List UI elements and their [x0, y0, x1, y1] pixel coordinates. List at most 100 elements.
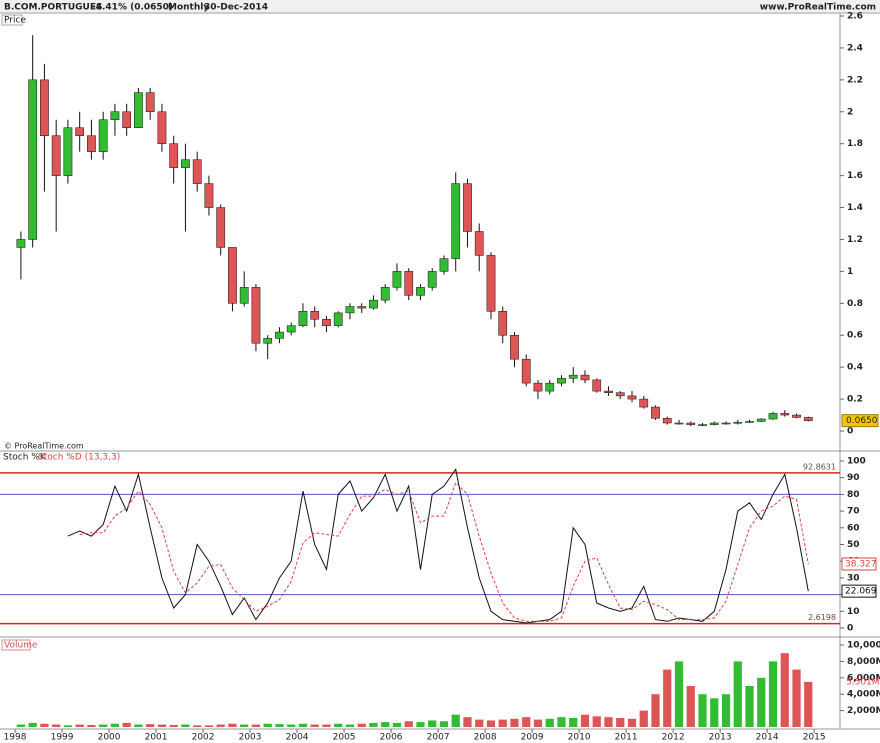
stoch-line	[67, 468, 809, 624]
volume-bar	[63, 725, 73, 727]
volume-bar	[334, 723, 343, 727]
candle-body	[322, 319, 331, 326]
candle-body	[333, 312, 343, 326]
candle-body	[756, 418, 766, 422]
y-tick-label: 6,000M	[847, 673, 880, 683]
volume-bar	[87, 724, 96, 727]
last-value-label: 38.327	[845, 559, 877, 569]
volume-bar	[193, 725, 202, 727]
y-tick-label: 70	[847, 507, 860, 517]
x-tick-label: 2001	[145, 733, 168, 743]
candle-body	[263, 338, 273, 344]
candle-body	[439, 258, 449, 272]
volume-bar	[110, 723, 120, 727]
candle-body	[768, 413, 778, 420]
volume-bar	[580, 714, 590, 727]
y-tick-label: 0	[847, 624, 853, 634]
candle-body	[557, 378, 566, 384]
y-tick-label: 50	[847, 540, 860, 550]
last-value-box	[841, 584, 877, 598]
panel-label: Volume	[4, 641, 38, 651]
volume-bar	[310, 724, 319, 727]
candle-body	[580, 374, 590, 381]
bound-label: 92.8631	[803, 462, 836, 471]
last-value-label: 0.0650	[846, 416, 878, 426]
candle-body	[275, 331, 284, 339]
y-tick-label: 90	[847, 473, 860, 483]
y-tick-label: 2.2	[847, 75, 863, 85]
candle-body	[604, 390, 613, 393]
y-tick-label: 10,000M	[847, 641, 880, 651]
volume-bar	[698, 694, 707, 727]
candle-body	[533, 382, 543, 392]
volume-bar	[451, 714, 460, 727]
volume-bar	[240, 724, 249, 727]
candle-body	[733, 421, 743, 424]
candle-body	[709, 422, 719, 425]
volume-bar	[228, 723, 237, 727]
copyright: © ProRealTime.com	[4, 442, 84, 451]
bound-label: 2.6198	[808, 613, 836, 622]
x-tick-label: 1998	[4, 733, 27, 743]
y-tick-label: 30	[847, 573, 860, 583]
volume-bar	[322, 724, 331, 727]
volume-bar	[216, 724, 225, 727]
candle-body	[427, 271, 437, 288]
volume-bar	[263, 723, 272, 727]
candle-body	[228, 247, 237, 304]
volume-bar	[721, 694, 731, 727]
volume-bar	[416, 722, 425, 727]
volume-bar	[369, 722, 378, 727]
volume-bar	[745, 686, 754, 727]
volume-bar	[733, 661, 742, 727]
candle-body	[639, 398, 649, 408]
candle-body	[416, 287, 425, 296]
y-tick-label: 0.4	[847, 363, 863, 373]
volume-bar	[287, 724, 296, 727]
volume-bar	[134, 724, 143, 727]
y-tick-label: 100	[847, 457, 866, 467]
header-site: www.ProRealTime.com	[760, 3, 876, 13]
y-tick-label: 4,000M	[847, 690, 880, 700]
y-tick-label: 1.2	[847, 235, 863, 245]
volume-bar	[627, 718, 637, 727]
volume-bar	[804, 681, 813, 727]
volume-bar	[52, 724, 61, 727]
candle-body	[310, 311, 320, 320]
volume-bar	[569, 717, 578, 727]
volume-bar	[392, 722, 402, 727]
volume-bar	[428, 720, 437, 727]
volume-bar	[381, 722, 390, 727]
candle-body	[298, 311, 308, 326]
candle-body	[345, 306, 355, 314]
last-value-label: 5.501M	[846, 677, 880, 687]
volume-bar	[780, 653, 789, 727]
x-tick-label: 2006	[380, 733, 403, 743]
y-tick-label: 8,000M	[847, 657, 880, 667]
volume-bar	[439, 721, 449, 727]
legend-entry: Stoch %D (13,3,3)	[38, 453, 120, 463]
x-tick-label: 2000	[98, 733, 121, 743]
candle-body	[486, 255, 496, 312]
volume-bar	[757, 677, 766, 727]
candle-body	[216, 207, 226, 248]
volume-bar	[75, 724, 84, 727]
candle-body	[75, 127, 85, 136]
candle-body	[40, 79, 49, 136]
y-tick-label: 1.6	[847, 171, 863, 181]
volume-bar	[510, 718, 519, 727]
candle-body	[780, 413, 790, 416]
candle-body	[674, 422, 684, 425]
volume-bar	[181, 724, 190, 727]
candle-body	[251, 287, 261, 344]
candle-body	[134, 92, 143, 128]
volume-bar	[345, 724, 355, 727]
candle-body	[369, 299, 378, 309]
volume-bar	[545, 718, 554, 727]
candle-body	[145, 92, 155, 113]
candle-body	[745, 421, 754, 423]
volume-bar	[522, 717, 531, 727]
candle-body	[592, 379, 602, 392]
